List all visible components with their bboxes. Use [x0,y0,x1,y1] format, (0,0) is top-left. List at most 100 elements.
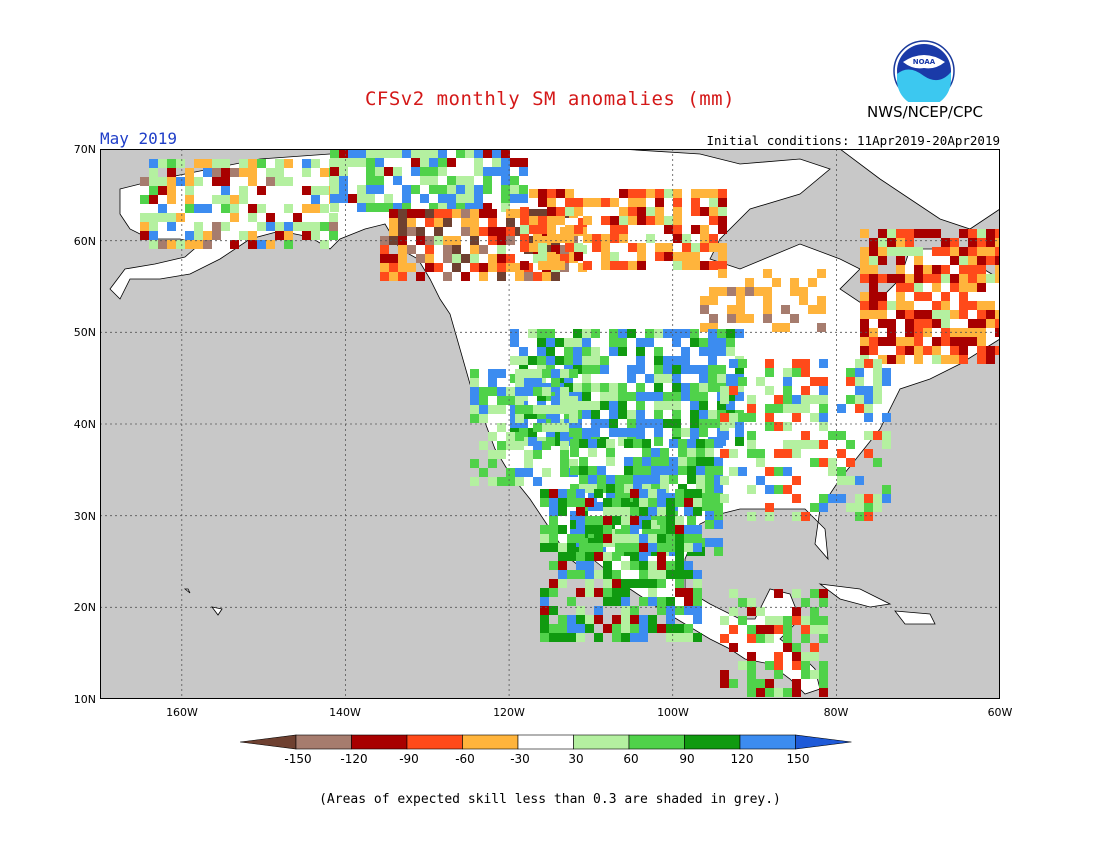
anomaly-cell [864,431,873,440]
anomaly-cell [398,254,407,263]
anomaly-cell [738,413,747,422]
anomaly-cell [950,310,959,319]
anomaly-cell [691,189,700,198]
anomaly-cell [896,301,905,310]
anomaly-cell [950,247,959,256]
anomaly-cell [855,503,864,512]
anomaly-cell [540,615,549,624]
anomaly-cell [801,625,810,634]
anomaly-cell [678,484,687,493]
anomaly-cell [669,439,678,448]
hispaniola-land [894,610,936,625]
anomaly-cell [648,597,657,606]
anomaly-cell [774,661,783,670]
anomaly-cell [569,396,578,405]
anomaly-cell [846,476,855,485]
anomaly-cell [585,579,594,588]
anomaly-cell [648,570,657,579]
anomaly-cell [714,511,723,520]
anomaly-cell [941,355,950,364]
anomaly-cell [882,440,891,449]
anomaly-cell [600,401,609,410]
anomaly-cell [519,158,528,167]
anomaly-cell [547,261,556,270]
anomaly-cell [483,176,492,185]
anomaly-cell [591,329,600,338]
anomaly-cell [621,606,630,615]
anomaly-cell [542,441,551,450]
anomaly-cell [375,158,384,167]
anomaly-cell [149,177,158,186]
anomaly-cell [756,458,765,467]
anomaly-cell [456,185,465,194]
anomaly-cell [672,365,681,374]
anomaly-cell [149,159,158,168]
anomaly-cell [384,149,393,158]
anomaly-cell [860,310,869,319]
anomaly-cell [375,203,384,212]
anomaly-cell [968,283,977,292]
anomaly-cell [533,254,542,263]
anomaly-cell [651,448,660,457]
anomaly-cell [529,189,538,198]
anomaly-cell [407,263,416,272]
anomaly-cell [781,305,790,314]
anomaly-cell [627,374,636,383]
anomaly-cell [654,401,663,410]
anomaly-cell [578,263,587,272]
anomaly-cell [588,484,597,493]
anomaly-cell [579,547,588,556]
anomaly-cell [538,252,547,261]
anomaly-cell [564,347,573,356]
anomaly-cell [461,227,470,236]
anomaly-cell [320,204,329,213]
anomaly-cell [549,525,558,534]
anomaly-cell [977,319,986,328]
anomaly-cell [320,240,329,249]
anomaly-cell [684,489,693,498]
anomaly-cell [320,168,329,177]
legend-label-60: 60 [623,752,639,766]
anomaly-cell [941,301,950,310]
anomaly-cell [950,274,959,283]
anomaly-cell [673,252,682,261]
anomaly-cell [567,597,576,606]
anomaly-cell [705,448,714,457]
anomaly-cell [684,561,693,570]
anomaly-cell [729,449,738,458]
anomaly-cell [655,252,664,261]
anomaly-cell [411,167,420,176]
anomaly-cell [612,516,621,525]
anomaly-cell [603,597,612,606]
anomaly-cell [520,207,529,216]
anomaly-cell [727,287,736,296]
anomaly-cell [438,149,447,158]
anomaly-cell [645,374,654,383]
anomaly-cell [465,176,474,185]
anomaly-cell [429,167,438,176]
anomaly-cell [691,225,700,234]
anomaly-cell [540,597,549,606]
anomaly-cell [609,347,618,356]
anomaly-cell [402,185,411,194]
anomaly-cell [402,194,411,203]
anomaly-cell [700,261,709,270]
anomaly-cell [619,216,628,225]
anomaly-cell [792,688,801,697]
anomaly-cell [558,633,567,642]
anomaly-cell [672,383,681,392]
anomaly-cell [801,404,810,413]
anomaly-cell [968,238,977,247]
anomaly-cell [407,218,416,227]
anomaly-cell [573,428,582,437]
anomaly-cell [284,222,293,231]
anomaly-cell [684,507,693,516]
anomaly-cell [696,466,705,475]
anomaly-cell [819,661,828,670]
anomaly-cell [923,346,932,355]
anomaly-cell [576,489,585,498]
anomaly-cell [621,507,630,516]
anomaly-cell [558,498,567,507]
anomaly-cell [687,475,696,484]
anomaly-cell [837,449,846,458]
